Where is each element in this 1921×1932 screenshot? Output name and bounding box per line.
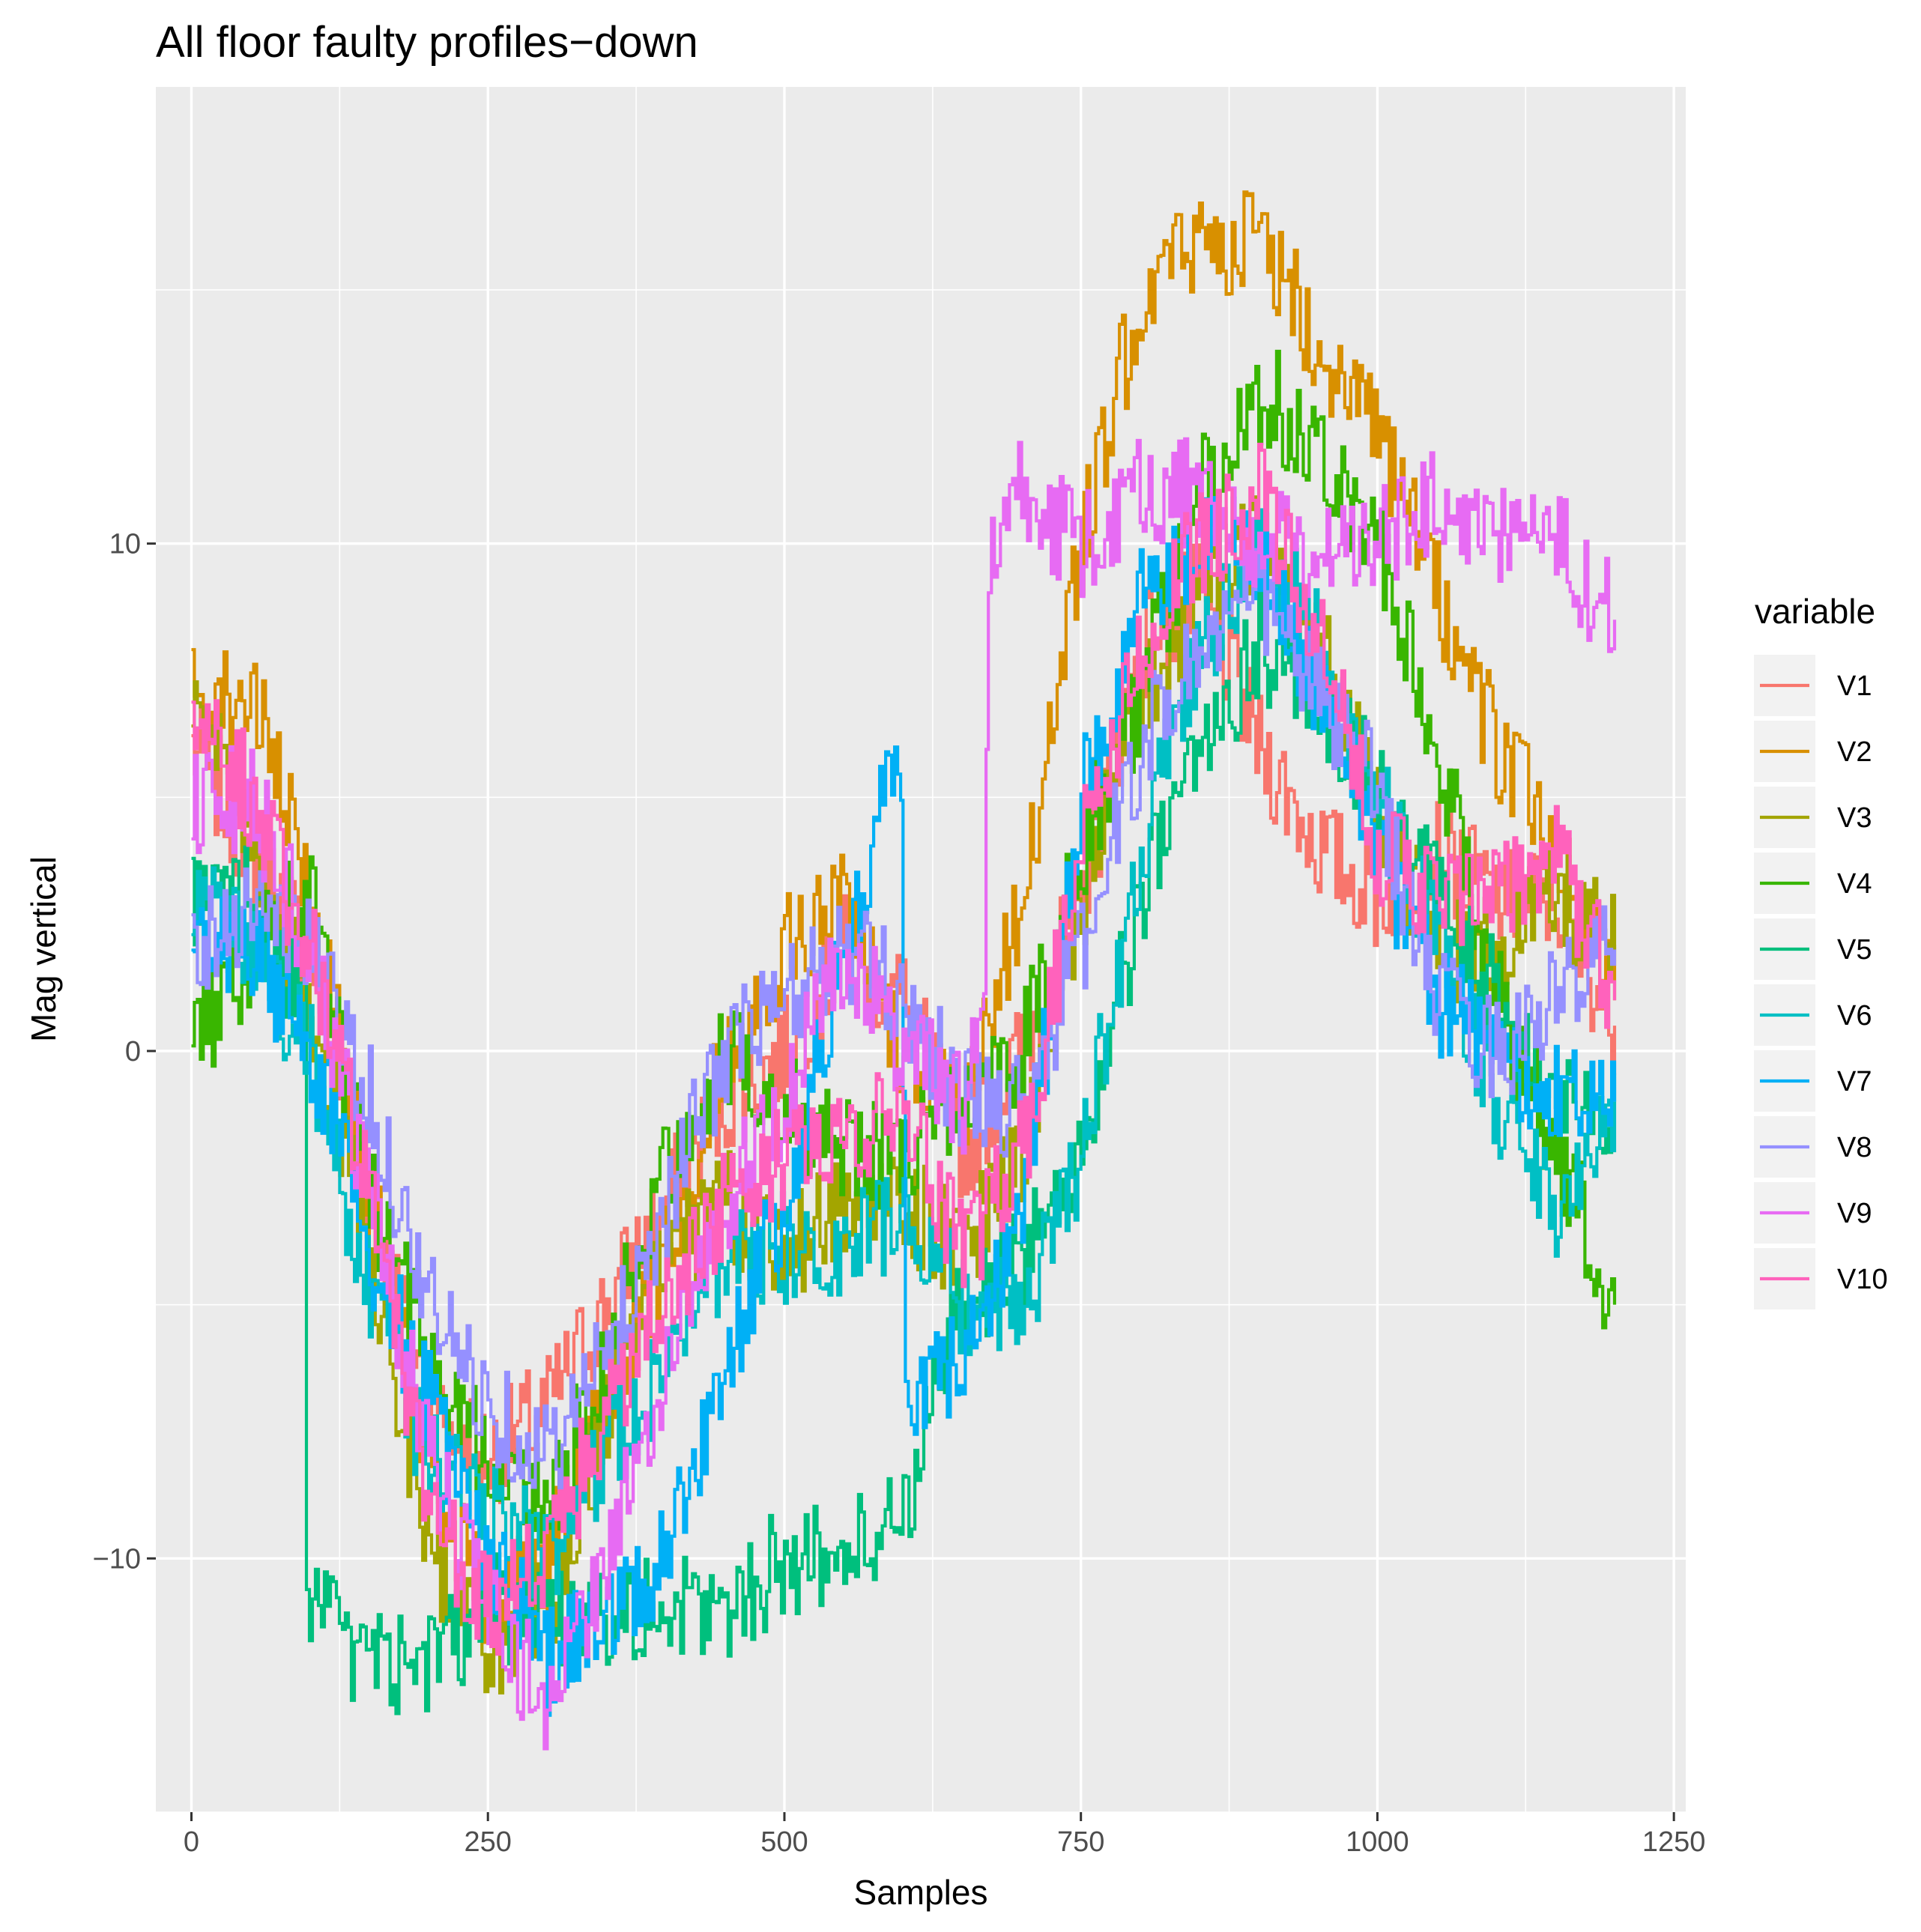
legend-label-v10: V10 <box>1837 1264 1888 1295</box>
axis-ticks: 0 250 500 750 1000 1250 −10 0 10 <box>93 529 1706 1858</box>
x-axis-title: Samples <box>854 1873 988 1912</box>
y-tick-label: 10 <box>109 529 141 560</box>
legend-label-v2: V2 <box>1837 736 1872 768</box>
x-tick-label: 1000 <box>1346 1826 1409 1858</box>
x-tick-label: 500 <box>760 1826 808 1858</box>
legend-label-v4: V4 <box>1837 868 1872 900</box>
series-line-v8 <box>191 548 1617 1493</box>
major-gridlines <box>156 87 1686 1812</box>
legend-label-v6: V6 <box>1837 1000 1872 1032</box>
legend-label-v9: V9 <box>1837 1198 1872 1229</box>
x-tick-label: 750 <box>1057 1826 1104 1858</box>
legend-label-v1: V1 <box>1837 670 1872 702</box>
y-tick-label: 0 <box>125 1036 141 1068</box>
y-axis-title: Mag vertical <box>24 856 63 1042</box>
chart-title: All floor faulty profiles−down <box>156 18 698 67</box>
series-line-v3 <box>191 495 1617 1695</box>
x-tick-label: 250 <box>465 1826 512 1858</box>
legend-label-v8: V8 <box>1837 1132 1872 1163</box>
legend: variable V1 V2 V3 V4 V5 V6 V7 V8 V9 V10 <box>1754 592 1888 1309</box>
minor-gridlines <box>156 87 1686 1813</box>
y-tick-label: −10 <box>93 1543 141 1575</box>
series-line-v9 <box>191 437 1617 1751</box>
legend-title: variable <box>1755 592 1875 631</box>
legend-label-v5: V5 <box>1837 934 1872 966</box>
legend-label-v3: V3 <box>1837 802 1872 834</box>
series-lines <box>191 190 1617 1751</box>
series-line-v10 <box>191 443 1617 1656</box>
x-tick-label: 0 <box>184 1826 199 1858</box>
x-tick-label: 1250 <box>1642 1826 1706 1858</box>
legend-label-v7: V7 <box>1837 1066 1872 1097</box>
